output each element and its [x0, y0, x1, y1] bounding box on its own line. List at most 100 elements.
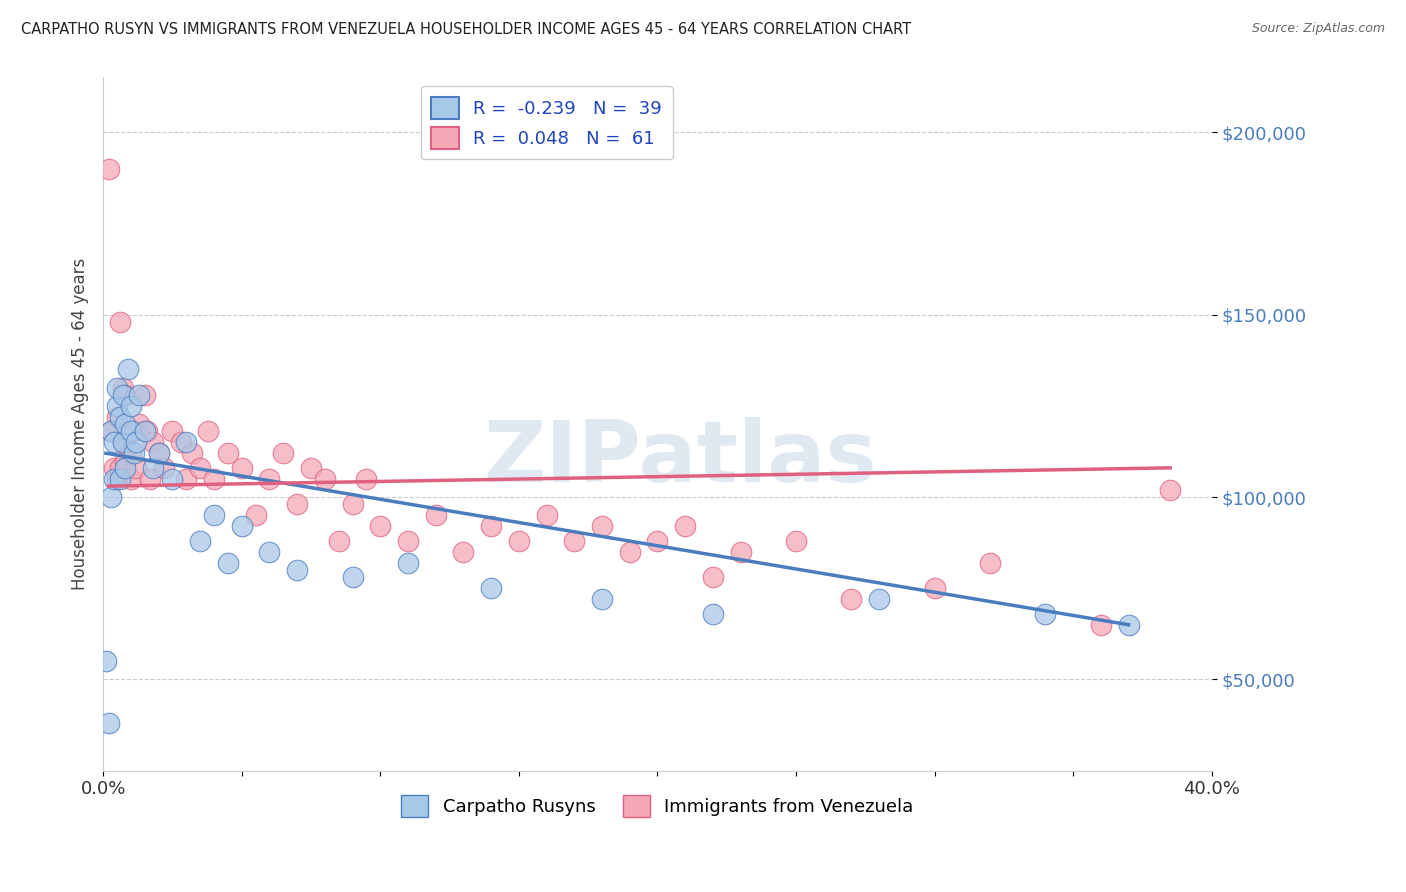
- Point: [702, 607, 724, 621]
- Point: [100, 425, 122, 439]
- Point: [730, 545, 752, 559]
- Point: [356, 472, 378, 486]
- Point: [188, 533, 211, 548]
- Point: [591, 592, 613, 607]
- Point: [108, 460, 131, 475]
- Point: [108, 472, 131, 486]
- Point: [271, 446, 294, 460]
- Point: [103, 472, 125, 486]
- Point: [396, 533, 419, 548]
- Point: [785, 533, 807, 548]
- Point: [979, 556, 1001, 570]
- Point: [868, 592, 890, 607]
- Point: [148, 446, 170, 460]
- Point: [299, 460, 322, 475]
- Point: [128, 388, 150, 402]
- Point: [1159, 483, 1181, 497]
- Point: [148, 446, 170, 460]
- Point: [217, 556, 239, 570]
- Point: [100, 425, 122, 439]
- Point: [231, 519, 253, 533]
- Point: [103, 460, 125, 475]
- Point: [103, 435, 125, 450]
- Point: [619, 545, 641, 559]
- Point: [197, 425, 219, 439]
- Point: [1118, 617, 1140, 632]
- Point: [342, 497, 364, 511]
- Point: [368, 519, 391, 533]
- Point: [259, 472, 281, 486]
- Point: [105, 409, 128, 424]
- Y-axis label: Householder Income Ages 45 - 64 years: Householder Income Ages 45 - 64 years: [72, 258, 89, 591]
- Point: [120, 472, 142, 486]
- Point: [120, 399, 142, 413]
- Point: [108, 315, 131, 329]
- Point: [1090, 617, 1112, 632]
- Point: [591, 519, 613, 533]
- Point: [536, 508, 558, 523]
- Point: [217, 446, 239, 460]
- Point: [97, 161, 120, 176]
- Point: [111, 435, 134, 450]
- Point: [114, 460, 136, 475]
- Point: [153, 460, 176, 475]
- Point: [142, 435, 165, 450]
- Point: [508, 533, 530, 548]
- Point: [111, 435, 134, 450]
- Point: [188, 460, 211, 475]
- Point: [111, 388, 134, 402]
- Point: [479, 519, 502, 533]
- Point: [134, 388, 156, 402]
- Point: [924, 581, 946, 595]
- Point: [259, 545, 281, 559]
- Point: [120, 446, 142, 460]
- Point: [342, 570, 364, 584]
- Point: [285, 497, 308, 511]
- Point: [105, 472, 128, 486]
- Point: [117, 362, 139, 376]
- Point: [202, 508, 225, 523]
- Point: [174, 435, 197, 450]
- Point: [425, 508, 447, 523]
- Point: [1035, 607, 1057, 621]
- Point: [122, 446, 145, 460]
- Point: [562, 533, 585, 548]
- Point: [128, 417, 150, 431]
- Point: [396, 556, 419, 570]
- Point: [117, 425, 139, 439]
- Point: [245, 508, 267, 523]
- Point: [841, 592, 863, 607]
- Point: [105, 399, 128, 413]
- Point: [111, 381, 134, 395]
- Point: [647, 533, 669, 548]
- Point: [231, 460, 253, 475]
- Point: [453, 545, 475, 559]
- Point: [328, 533, 350, 548]
- Point: [162, 425, 184, 439]
- Point: [479, 581, 502, 595]
- Point: [125, 460, 148, 475]
- Text: ZIPatlas: ZIPatlas: [482, 417, 876, 500]
- Text: CARPATHO RUSYN VS IMMIGRANTS FROM VENEZUELA HOUSEHOLDER INCOME AGES 45 - 64 YEAR: CARPATHO RUSYN VS IMMIGRANTS FROM VENEZU…: [21, 22, 911, 37]
- Point: [673, 519, 696, 533]
- Point: [314, 472, 336, 486]
- Text: Source: ZipAtlas.com: Source: ZipAtlas.com: [1251, 22, 1385, 36]
- Point: [702, 570, 724, 584]
- Point: [142, 460, 165, 475]
- Point: [94, 654, 117, 668]
- Point: [114, 453, 136, 467]
- Point: [97, 716, 120, 731]
- Point: [139, 472, 162, 486]
- Legend: Carpatho Rusyns, Immigrants from Venezuela: Carpatho Rusyns, Immigrants from Venezue…: [394, 788, 921, 824]
- Point: [170, 435, 193, 450]
- Point: [125, 435, 148, 450]
- Point: [108, 409, 131, 424]
- Point: [105, 381, 128, 395]
- Point: [120, 425, 142, 439]
- Point: [285, 563, 308, 577]
- Point: [100, 490, 122, 504]
- Point: [180, 446, 202, 460]
- Point: [114, 388, 136, 402]
- Point: [162, 472, 184, 486]
- Point: [136, 425, 159, 439]
